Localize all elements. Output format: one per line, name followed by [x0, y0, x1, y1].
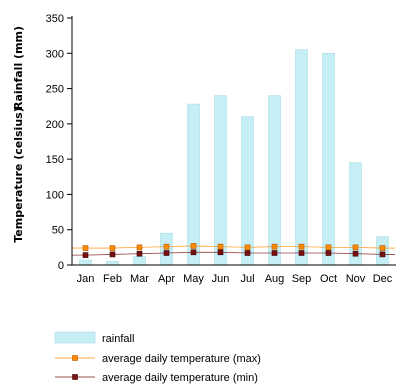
y-tick-label: 0	[58, 260, 64, 272]
rainfall-bar	[376, 236, 389, 266]
legend-label-rainfall: rainfall	[102, 333, 134, 345]
legend-label-max: average daily temperature (max)	[102, 353, 261, 365]
temp-min-point	[298, 250, 305, 256]
y-ticks: 0 50 100 150 200 250 300 350	[46, 13, 72, 272]
temp-min-line	[72, 251, 395, 256]
temp-max-point	[379, 245, 386, 251]
temp-min-point	[379, 251, 386, 258]
x-tick-label: Oct	[320, 273, 337, 285]
temp-min-point	[136, 250, 143, 257]
x-tick-label: May	[183, 273, 204, 285]
y-axis-title-rainfall: Rainfall (mm)	[12, 26, 25, 110]
y-tick-label: 100	[46, 189, 64, 201]
temp-max-point	[190, 243, 197, 249]
x-tick-label: Dec	[373, 273, 393, 285]
x-ticks: Jan Feb Mar Apr May Jun Jul Aug Sep Oct Nov Dec	[77, 273, 393, 285]
x-tick-label: Sep	[292, 273, 312, 285]
x-tick-label: Jul	[240, 273, 254, 285]
temp-max-point	[244, 244, 251, 251]
rainfall-bar	[214, 95, 227, 266]
temp-min-point	[217, 249, 224, 256]
temp-min-point	[325, 250, 332, 256]
temp-max-point	[109, 245, 116, 251]
legend-swatch-rainfall	[54, 331, 96, 344]
x-tick-label: Apr	[158, 273, 175, 285]
rainfall-bar	[106, 261, 119, 266]
rainfall-bar	[79, 259, 92, 266]
temp-min-point	[271, 250, 278, 256]
x-tick-label: Jun	[212, 273, 230, 285]
legend: rainfall average daily temperature (max) a…	[54, 331, 261, 384]
temp-max-point	[271, 243, 278, 250]
x-tick-label: Mar	[130, 273, 149, 285]
temp-max-point	[163, 243, 170, 250]
temp-min-point	[190, 249, 197, 256]
y-axis-title-temperature: Temperature (celsius)	[12, 107, 25, 242]
temp-min-point	[352, 250, 359, 257]
legend-label-min: average daily temperature (min)	[102, 372, 258, 384]
y-tick-label: 350	[46, 13, 64, 25]
x-tick-label: Feb	[103, 273, 122, 285]
legend-marker-min	[72, 374, 78, 380]
x-tick-label: Aug	[265, 273, 285, 285]
axes	[71, 16, 396, 266]
temp-min-point	[163, 250, 170, 256]
rainfall-bars	[79, 49, 389, 266]
temp-min-point	[109, 251, 116, 258]
temp-max-point	[136, 244, 143, 251]
y-tick-label: 250	[46, 84, 64, 96]
rainfall-bar	[268, 95, 281, 266]
temp-max-point	[325, 244, 332, 251]
temp-max-line	[72, 245, 395, 249]
temp-max-point	[82, 245, 89, 251]
x-tick-label: Nov	[346, 273, 366, 285]
y-tick-label: 150	[46, 154, 64, 166]
x-tick-label: Jan	[77, 273, 95, 285]
rainfall-bar	[241, 116, 254, 266]
temp-min-point	[82, 252, 89, 258]
rainfall-bar	[133, 256, 146, 266]
temp-max-point	[298, 243, 305, 250]
rainfall-bar	[295, 49, 308, 266]
temp-max-point	[352, 244, 359, 251]
temp-min-point	[244, 250, 251, 256]
y-tick-label: 200	[46, 119, 64, 131]
rainfall-bar	[322, 52, 335, 266]
legend-marker-max	[72, 355, 78, 361]
rainfall-bar	[187, 103, 200, 266]
y-tick-label: 50	[52, 225, 64, 237]
temperature-lines	[72, 243, 395, 258]
y-tick-label: 300	[46, 48, 64, 60]
temp-max-point	[217, 243, 224, 250]
